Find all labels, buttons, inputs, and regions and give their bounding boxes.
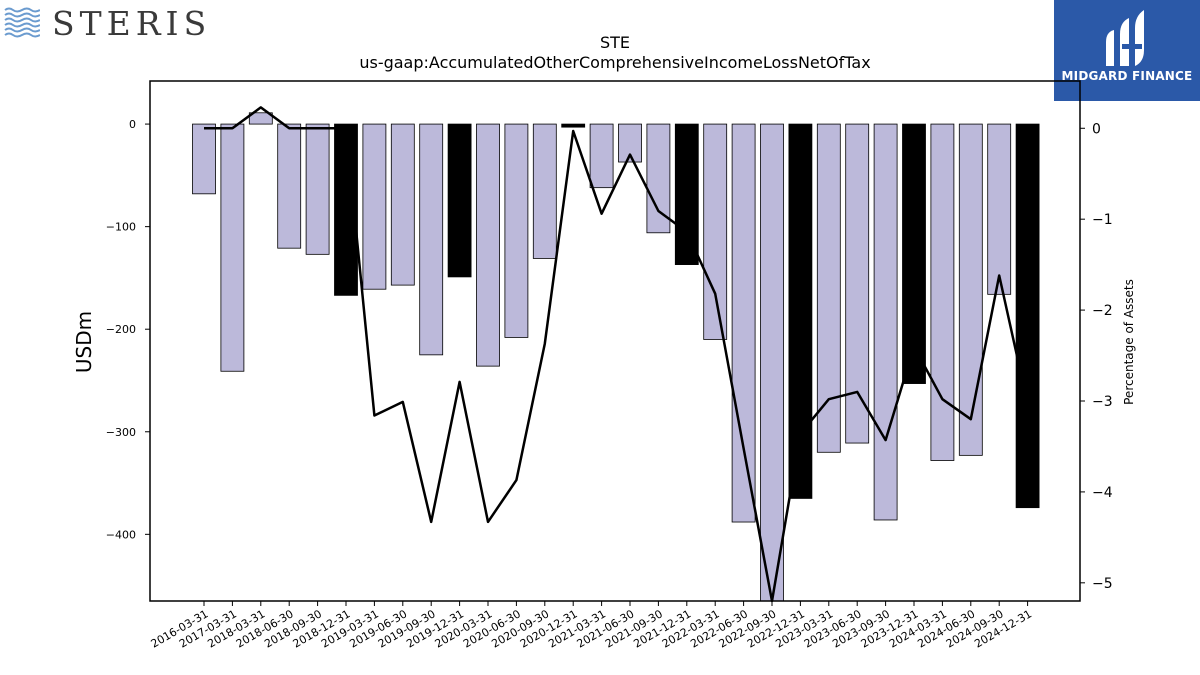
left-axis-ticks: 0 −100 −200 −300 −400 — [106, 118, 150, 541]
bar-2018-09-30 — [305, 123, 330, 255]
bar-2021-06-30 — [618, 123, 642, 163]
bar-2022-06-30 — [731, 123, 756, 523]
bar-2024-06-30 — [958, 123, 983, 456]
bar-2023-06-30 — [845, 123, 870, 444]
y2-tick-label: −5 — [1092, 576, 1113, 592]
bar-2022-09-30 — [760, 123, 784, 602]
bar-2020-09-30 — [532, 123, 557, 259]
steris-logo: STERIS — [4, 4, 211, 42]
bar-2019-09-30 — [419, 123, 444, 356]
x-axis-ticks: 2016-03-312017-03-312018-03-312018-06-30… — [149, 601, 1034, 651]
bar-2024-03-31 — [930, 123, 955, 461]
steris-wave-icon — [4, 7, 40, 38]
percentage-line — [204, 106, 1029, 603]
bar-2024-09-30 — [987, 123, 1012, 295]
percentage-line-path — [204, 106, 1029, 603]
y-tick-label: 0 — [129, 118, 136, 131]
bar-2021-12-31 — [674, 123, 699, 265]
midgard-emblem-icon — [1106, 10, 1144, 66]
y-tick-label: −100 — [106, 221, 136, 234]
bar-2021-03-31 — [589, 123, 614, 189]
y-axis-label: USDm — [72, 311, 96, 373]
bar-2019-06-30 — [390, 123, 415, 286]
y2-axis-label: Percentage of Assets — [1122, 279, 1136, 405]
chart-title: STE — [600, 33, 630, 52]
bar-2023-09-30 — [873, 123, 898, 521]
steris-wordmark: STERIS — [52, 3, 212, 43]
midgard-wordmark: MIDGARD FINANCE — [1061, 69, 1193, 83]
bar-2017-03-31 — [220, 123, 245, 372]
y-tick-label: −300 — [106, 426, 136, 439]
midgard-finance-logo: MIDGARD FINANCE — [1054, 0, 1200, 101]
y2-tick-label: −3 — [1092, 394, 1113, 410]
bar-2019-12-31 — [447, 123, 472, 278]
chart-subtitle: us-gaap:AccumulatedOtherComprehensiveInc… — [359, 53, 870, 72]
y2-tick-label: 0 — [1092, 121, 1101, 137]
bar-2022-12-31 — [788, 123, 813, 499]
bar-2020-12-31 — [561, 123, 586, 128]
right-axis-ticks: 0 −1 −2 −3 −4 −5 — [1080, 121, 1113, 592]
y2-tick-label: −1 — [1092, 212, 1113, 228]
bar-2019-03-31 — [362, 123, 387, 290]
bar-2016-03-31 — [192, 123, 216, 195]
bar-2018-06-30 — [277, 123, 302, 249]
y-tick-label: −200 — [106, 323, 136, 336]
bar-2018-03-31 — [248, 112, 273, 125]
y2-tick-label: −4 — [1092, 485, 1113, 501]
bar-2020-06-30 — [504, 123, 529, 338]
bar-2021-09-30 — [646, 123, 671, 234]
bar-2020-03-31 — [476, 123, 500, 367]
bar-2024-12-31 — [1015, 123, 1040, 509]
bar-2023-03-31 — [816, 123, 841, 453]
y2-tick-label: −2 — [1092, 303, 1113, 319]
bar-2018-12-31 — [334, 123, 358, 296]
y-tick-label: −400 — [106, 528, 136, 541]
bar-2023-12-31 — [902, 123, 926, 384]
bar-2022-03-31 — [703, 123, 728, 340]
plot-frame — [149, 80, 1081, 602]
